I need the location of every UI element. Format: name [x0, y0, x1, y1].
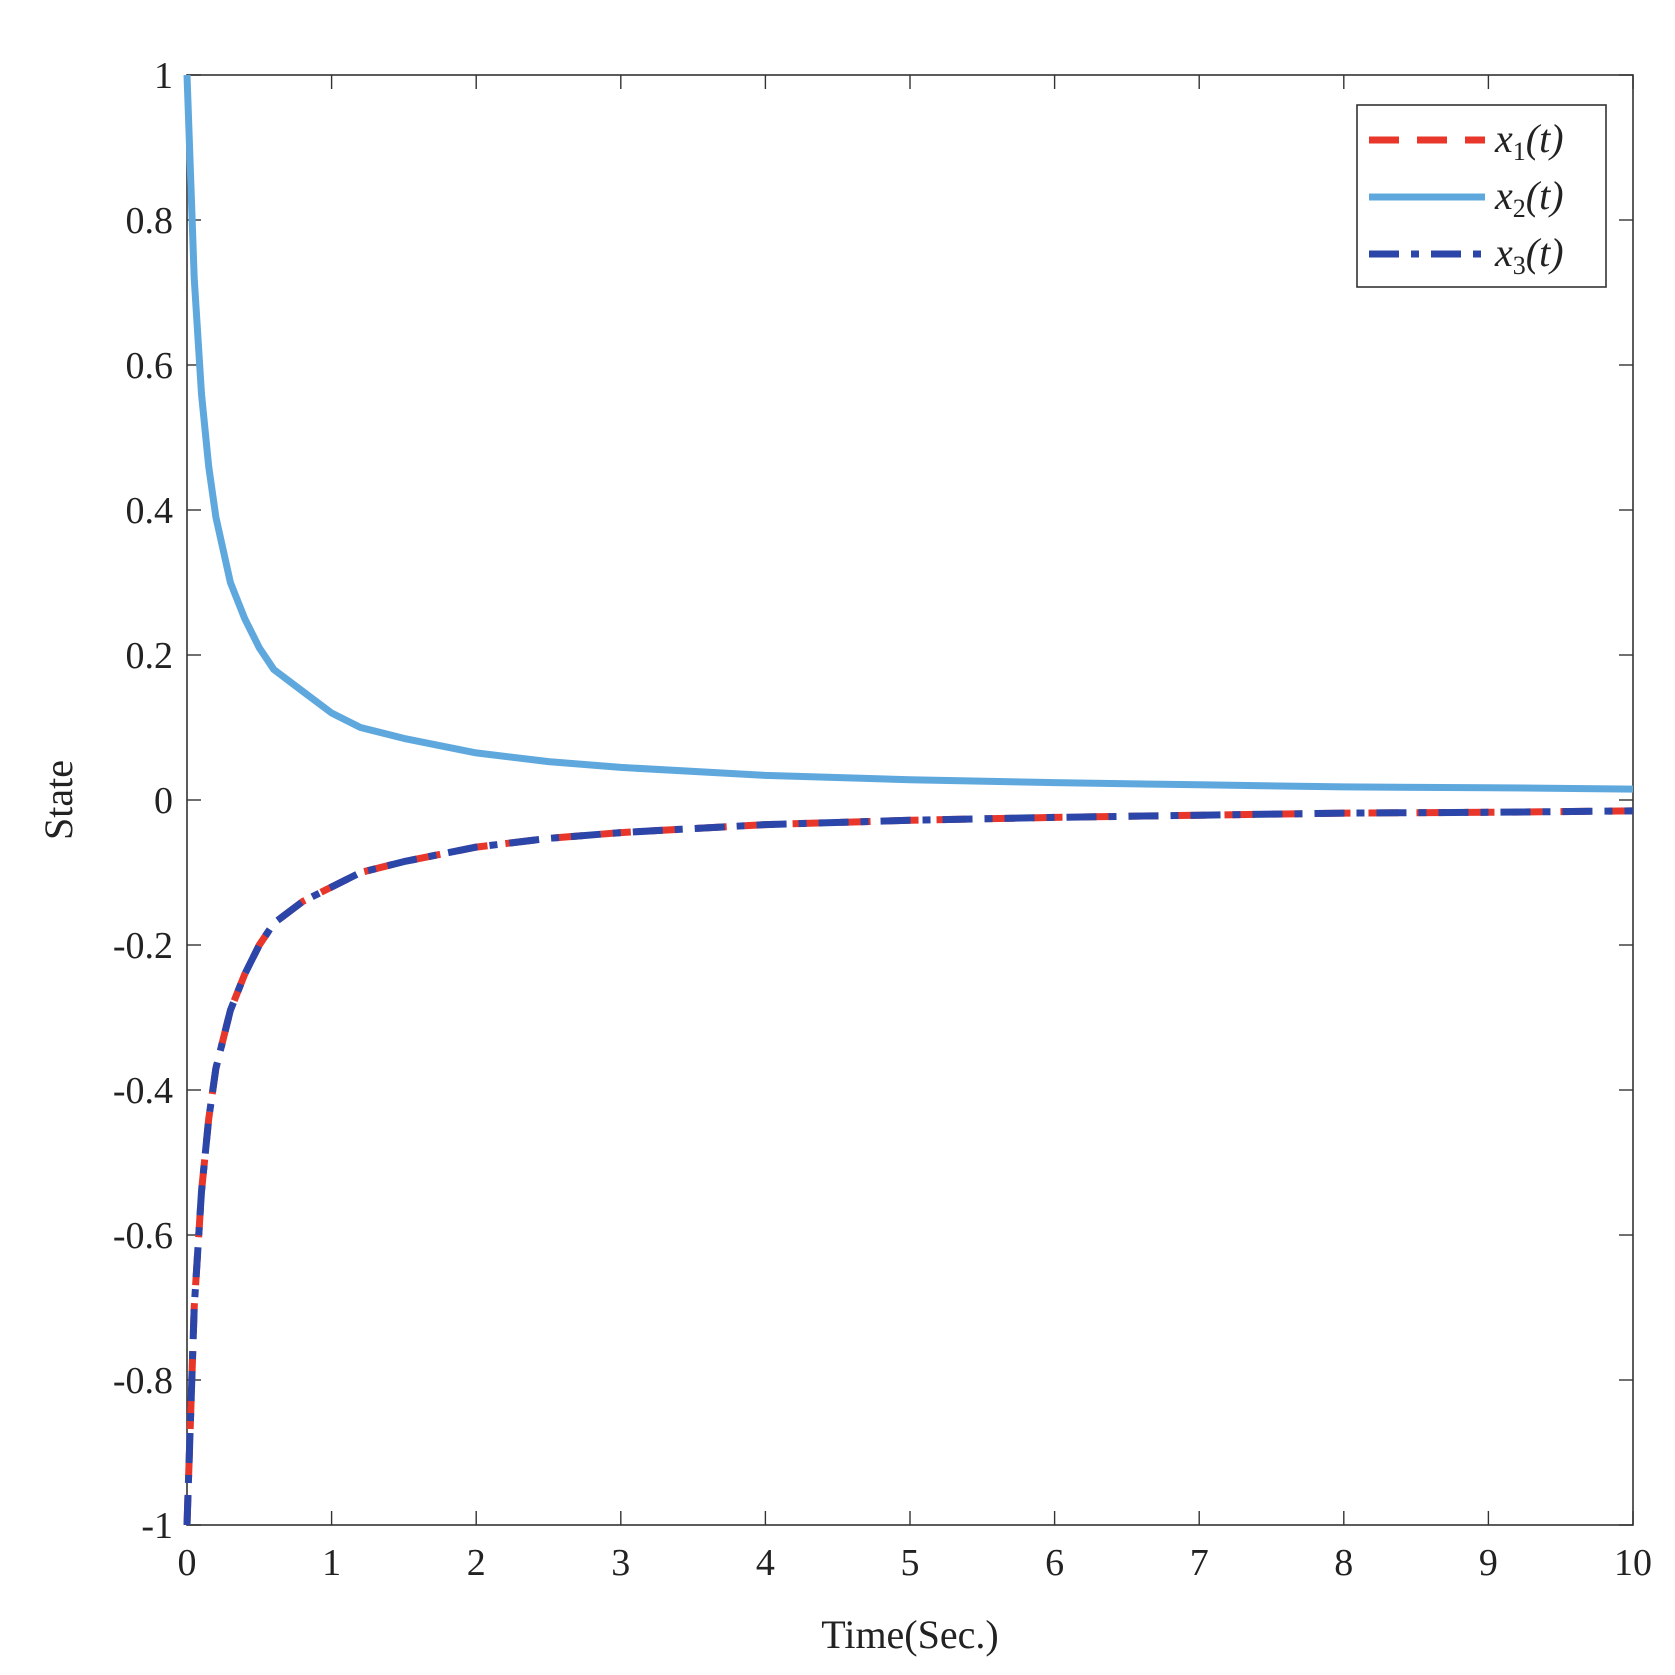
axis-ticks — [186, 74, 1634, 1526]
tick-labels: 0 1 2 3 4 5 6 7 8 9 10 -1 -0.8 -0.6 -0.4 -0.2 0 0.2 0.4 0.6… — [113, 55, 1652, 1584]
y-axis-title: State — [36, 760, 81, 840]
y-tick-label: -0.2 — [113, 925, 173, 967]
y-tick-label: 0.6 — [126, 345, 174, 387]
y-tick-label: -1 — [141, 1505, 173, 1547]
x-tick-label: 4 — [756, 1542, 775, 1584]
y-tick-label: -0.6 — [113, 1215, 173, 1257]
x-axis-title: Time(Sec.) — [821, 1612, 998, 1657]
y-tick-label: 0.2 — [126, 635, 174, 677]
x-tick-label: 6 — [1045, 1542, 1064, 1584]
x-tick-label: 8 — [1334, 1542, 1353, 1584]
y-tick-label: 1 — [154, 55, 173, 97]
y-tick-label: 0.4 — [126, 490, 174, 532]
series-line-3 — [183, 807, 1634, 1526]
x-tick-label: 5 — [901, 1542, 920, 1584]
x-tick-label: 0 — [178, 1542, 197, 1584]
plot-border — [186, 74, 1634, 1526]
legend-label-3: x3(t) — [1494, 230, 1564, 280]
series-line-2 — [183, 74, 1634, 793]
plot-frame — [186, 74, 1634, 1526]
y-tick-label: 0 — [154, 780, 173, 822]
x-tick-label: 1 — [322, 1542, 341, 1584]
series-lines — [183, 74, 1634, 1526]
legend-label-2: x2(t) — [1494, 173, 1564, 223]
x-tick-label: 10 — [1614, 1542, 1652, 1584]
series-line-1 — [183, 807, 1634, 1526]
y-tick-label: 0.8 — [126, 200, 174, 242]
legend: x1(t) x2(t) x3(t) — [1356, 104, 1607, 288]
legend-label-1: x1(t) — [1494, 116, 1564, 166]
x-tick-label: 7 — [1190, 1542, 1209, 1584]
y-tick-label: -0.4 — [113, 1070, 173, 1112]
x-tick-label: 2 — [467, 1542, 486, 1584]
x-tick-label: 9 — [1479, 1542, 1498, 1584]
y-tick-label: -0.8 — [113, 1360, 173, 1402]
x-tick-label: 3 — [611, 1542, 630, 1584]
